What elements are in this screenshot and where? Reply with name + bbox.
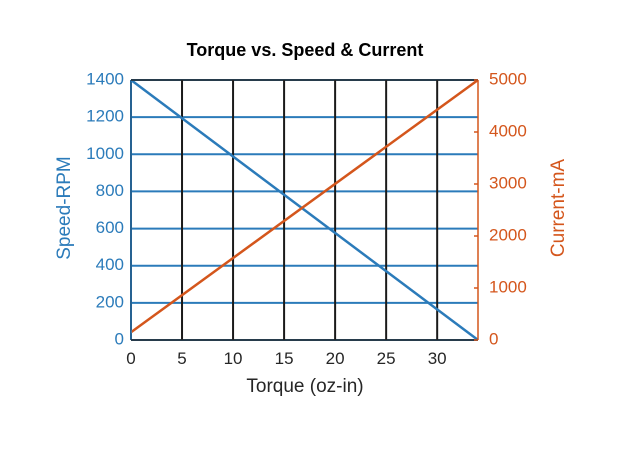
y-tick-right: 2000: [489, 225, 527, 244]
y-tick-left: 600: [96, 218, 124, 237]
x-tick: 25: [377, 349, 396, 368]
y-tick-right: 0: [489, 329, 498, 348]
series-group: [130, 78, 479, 342]
x-tick: 15: [275, 349, 294, 368]
grid: [130, 79, 478, 341]
y-tick-left: 400: [96, 255, 124, 274]
chart-title: Torque vs. Speed & Current: [187, 40, 424, 60]
y-tick-right: 5000: [489, 69, 527, 88]
x-tick: 0: [126, 349, 135, 368]
x-tick: 5: [177, 349, 186, 368]
tick-labels: 0200400600800100012001400010002000300040…: [86, 69, 527, 368]
y-tick-right: 4000: [489, 121, 527, 140]
y-tick-left: 200: [96, 292, 124, 311]
y-axis-left-label: Speed-RPM: [54, 156, 75, 260]
x-tick: 10: [224, 349, 243, 368]
y-tick-right: 1000: [489, 277, 527, 296]
series-line-right: [130, 78, 479, 334]
y-tick-right: 3000: [489, 173, 527, 192]
y-tick-left: 0: [115, 329, 124, 348]
series-line-left: [130, 78, 479, 342]
y-axis-right-label: Current-mA: [548, 159, 569, 258]
x-tick: 30: [428, 349, 447, 368]
axes: [130, 79, 479, 341]
y-tick-left: 1200: [86, 107, 124, 126]
x-tick: 20: [326, 349, 345, 368]
y-tick-left: 800: [96, 181, 124, 200]
y-tick-left: 1400: [86, 69, 124, 88]
x-axis-label: Torque (oz-in): [246, 376, 363, 397]
y-tick-left: 1000: [86, 144, 124, 163]
